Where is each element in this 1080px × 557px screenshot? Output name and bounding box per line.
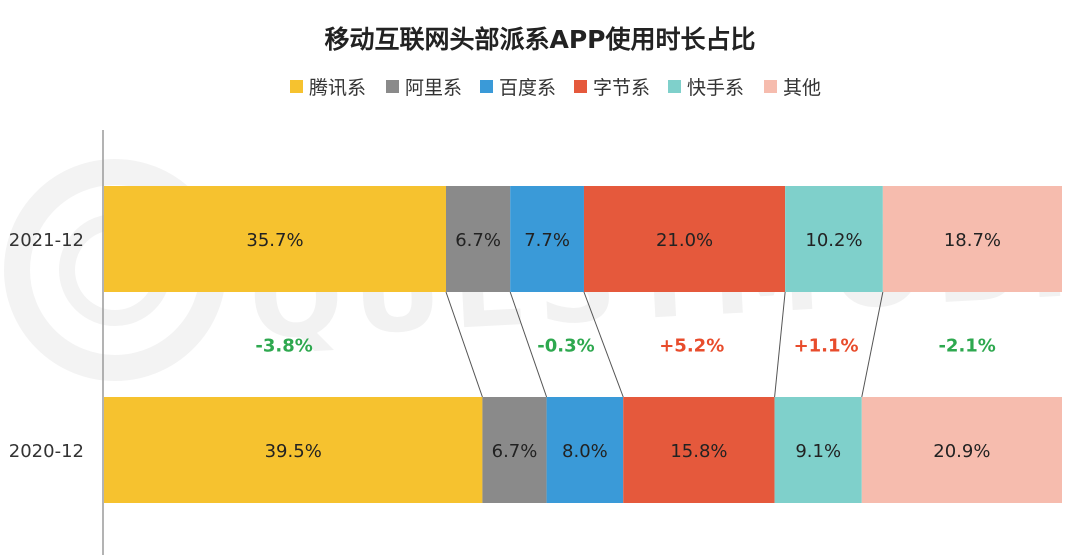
category-label: 2021-12 [9, 230, 84, 251]
data-label: 21.0% [656, 230, 713, 251]
change-label: -2.1% [938, 336, 995, 357]
connector-line [861, 291, 884, 398]
bar-segment [104, 397, 483, 503]
connector-line [509, 291, 548, 398]
data-label: 7.7% [524, 230, 570, 251]
bar-segment [861, 397, 1062, 503]
change-label: +5.2% [659, 336, 724, 357]
bar-segment [785, 186, 883, 292]
bar-segment [774, 397, 862, 503]
bars: 35.7% 6.7% 7.7% 21.0% 10.2% 18.7% 39.5% 6.7% 8.0… [104, 186, 1062, 503]
data-label: 9.1% [795, 441, 841, 462]
legend-swatch [290, 80, 303, 93]
y-axis: 2021-12 2020-12 [9, 130, 104, 555]
bar-segment [510, 186, 584, 292]
data-label: 8.0% [562, 441, 608, 462]
data-label: 6.7% [492, 441, 538, 462]
bar-segment [446, 186, 511, 292]
bar-segment [583, 186, 786, 292]
data-label: 20.9% [933, 441, 990, 462]
data-label: 39.5% [265, 441, 322, 462]
chart-title: 移动互联网头部派系APP使用时长占比 [325, 25, 756, 54]
change-label: -3.8% [255, 336, 312, 357]
legend-swatch [668, 80, 681, 93]
legend-label: 阿里系 [405, 77, 462, 99]
connector-line [583, 291, 624, 398]
change-labels: -3.8% -0.3% +5.2% +1.1% -2.1% [255, 336, 995, 357]
bar-segment [623, 397, 775, 503]
connector-line [774, 291, 786, 398]
data-label: 35.7% [246, 230, 303, 251]
bar-segment [546, 397, 624, 503]
data-label: 6.7% [455, 230, 501, 251]
connectors [445, 291, 884, 398]
legend-label: 腾讯系 [309, 77, 366, 99]
legend: 腾讯系 阿里系 百度系 字节系 快手系 其他 [290, 77, 821, 99]
category-label: 2020-12 [9, 441, 84, 462]
bar-segment [104, 186, 447, 292]
data-label: 10.2% [805, 230, 862, 251]
legend-label: 其他 [783, 77, 821, 99]
legend-label: 快手系 [687, 77, 744, 99]
legend-swatch [480, 80, 493, 93]
legend-label: 百度系 [499, 77, 556, 99]
change-label: +1.1% [794, 336, 859, 357]
legend-label: 字节系 [593, 77, 650, 99]
legend-swatch [764, 80, 777, 93]
change-label: -0.3% [537, 336, 594, 357]
connector-line [445, 291, 483, 398]
data-label: 18.7% [944, 230, 1001, 251]
data-label: 15.8% [670, 441, 727, 462]
legend-swatch [386, 80, 399, 93]
bar-segment [882, 186, 1062, 292]
legend-swatch [574, 80, 587, 93]
bar-segment [482, 397, 547, 503]
